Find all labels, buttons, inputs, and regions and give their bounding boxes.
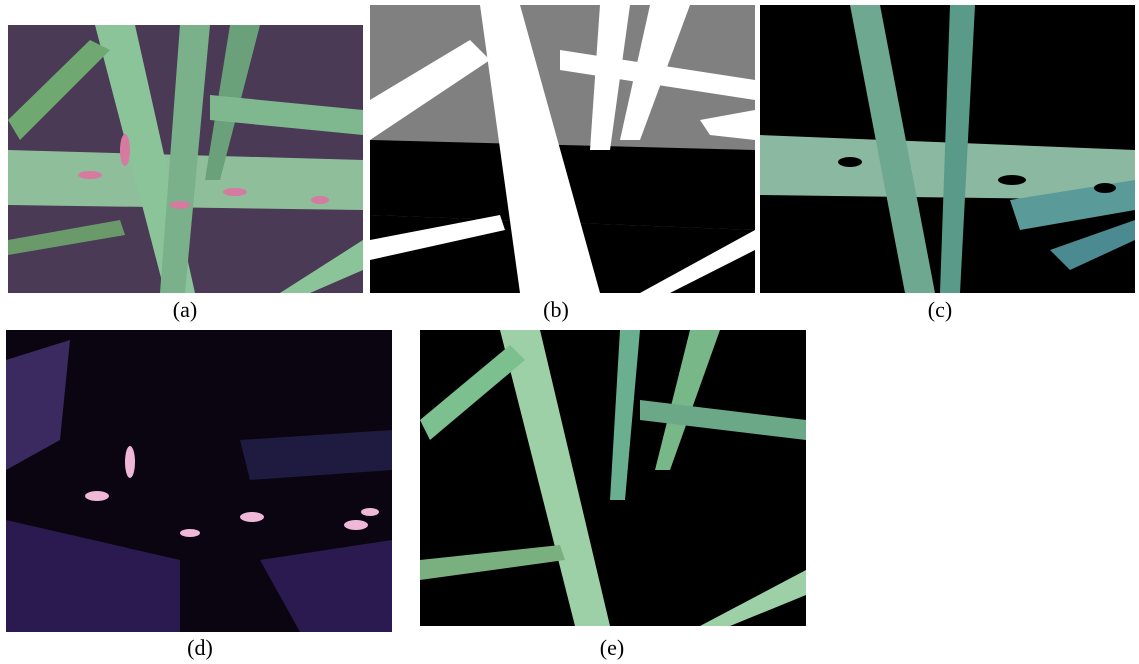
panel-image-a xyxy=(8,25,363,293)
caption: (d) xyxy=(187,635,213,660)
caption: (b) xyxy=(543,297,569,322)
panel-image-e xyxy=(420,330,806,626)
caption: (a) xyxy=(173,297,197,322)
panel-image-d xyxy=(6,330,392,632)
caption: (e) xyxy=(600,635,624,660)
caption: (c) xyxy=(928,297,952,322)
panel-image-c xyxy=(760,5,1135,293)
panel-image-b xyxy=(370,5,755,293)
